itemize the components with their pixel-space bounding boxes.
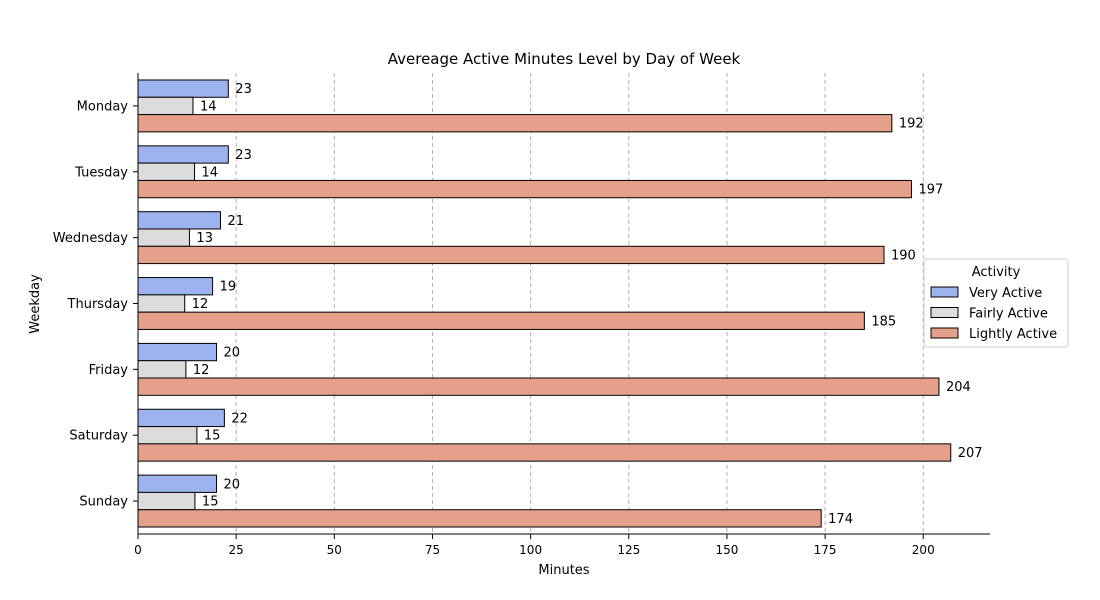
- bar-fairly-active: [137, 96, 194, 116]
- y-axis-label: Weekday: [28, 274, 43, 334]
- axes: 0 25 50 75 100 125 150 175 200 Monday Tuesday Wedne…: [53, 73, 990, 557]
- value-labels: 23 14 192 23 14 197 21 13 190 19 12 185 20 12 204 22 15 2…: [192, 82, 983, 527]
- bar-value-label: 12: [192, 297, 209, 312]
- bar-value-label: 192: [899, 117, 924, 132]
- bar-value-label: 23: [235, 82, 252, 97]
- x-tick-label: 175: [814, 543, 837, 557]
- legend: Activity Very Active Fairly Active Lightly…: [923, 258, 1069, 348]
- bar-fairly-active: [137, 491, 196, 511]
- x-tick-label: 125: [617, 543, 640, 557]
- bar-value-label: 190: [891, 248, 916, 263]
- y-tick-label: Tuesday: [74, 165, 128, 180]
- bar-lightly-active: [137, 509, 822, 528]
- x-tick-label: 25: [229, 543, 244, 557]
- bar-value-label: 21: [227, 214, 244, 229]
- bar-value-label: 12: [193, 363, 210, 378]
- bar-value-label: 15: [204, 429, 221, 444]
- x-tick-label: 75: [425, 543, 440, 557]
- bar-value-label: 23: [235, 148, 252, 163]
- chart-title: Avereage Active Minutes Level by Day of …: [388, 50, 741, 68]
- bar-value-label: 20: [224, 477, 241, 492]
- legend-box: [923, 258, 1069, 348]
- x-tick-label: 150: [715, 543, 738, 557]
- bar-value-label: 20: [224, 346, 241, 361]
- grid-lines: [235, 73, 924, 534]
- bar-value-label: 204: [946, 380, 971, 395]
- legend-swatch: [930, 307, 959, 318]
- bar-value-label: 14: [202, 165, 219, 180]
- y-tick-label: Monday: [77, 99, 129, 114]
- bar-lightly-active: [137, 245, 885, 265]
- bar-very-active: [137, 79, 229, 98]
- bar-value-label: 19: [220, 280, 237, 295]
- bar-value-label: 15: [202, 495, 219, 510]
- bar-fairly-active: [137, 360, 187, 379]
- bar-value-label: 174: [828, 512, 853, 527]
- legend-swatch: [930, 327, 959, 339]
- y-tick-label: Sunday: [79, 495, 128, 510]
- bar-lightly-active: [137, 114, 893, 133]
- bar-value-label: 197: [918, 183, 943, 198]
- bar-fairly-active: [137, 294, 186, 313]
- x-axis-label: Minutes: [538, 563, 589, 578]
- legend-swatch: [930, 286, 959, 298]
- bar-lightly-active: [137, 443, 952, 462]
- bar-lightly-active: [137, 311, 865, 330]
- bar-value-label: 207: [958, 446, 983, 461]
- bar-very-active: [137, 342, 218, 362]
- bar-value-label: 13: [196, 231, 213, 246]
- bar-lightly-active: [137, 377, 940, 396]
- y-tick-label: Thursday: [67, 297, 129, 312]
- bar-fairly-active: [137, 426, 198, 445]
- bar-value-label: 185: [871, 314, 896, 329]
- legend-label: Lightly Active: [969, 327, 1057, 342]
- bar-very-active: [137, 408, 225, 428]
- legend-label: Fairly Active: [969, 307, 1048, 322]
- x-tick-label: 0: [134, 543, 142, 557]
- bar-very-active: [137, 474, 218, 493]
- x-tick-label: 200: [912, 543, 935, 557]
- x-tick-label: 100: [519, 543, 542, 557]
- bar-fairly-active: [137, 162, 196, 181]
- x-tick-label: 50: [327, 543, 342, 557]
- bars: [137, 79, 952, 528]
- legend-label: Very Active: [969, 286, 1042, 301]
- y-tick-label: Friday: [89, 363, 129, 378]
- bar-value-label: 14: [200, 99, 217, 114]
- bar-very-active: [137, 211, 221, 230]
- bar-very-active: [137, 145, 229, 164]
- y-tick-label: Wednesday: [53, 231, 129, 246]
- bar-very-active: [137, 277, 214, 296]
- y-tick-label: Saturday: [69, 429, 128, 444]
- bar-lightly-active: [137, 179, 912, 199]
- legend-title: Activity: [972, 265, 1021, 280]
- bar-value-label: 22: [231, 411, 248, 426]
- bar-fairly-active: [137, 228, 190, 247]
